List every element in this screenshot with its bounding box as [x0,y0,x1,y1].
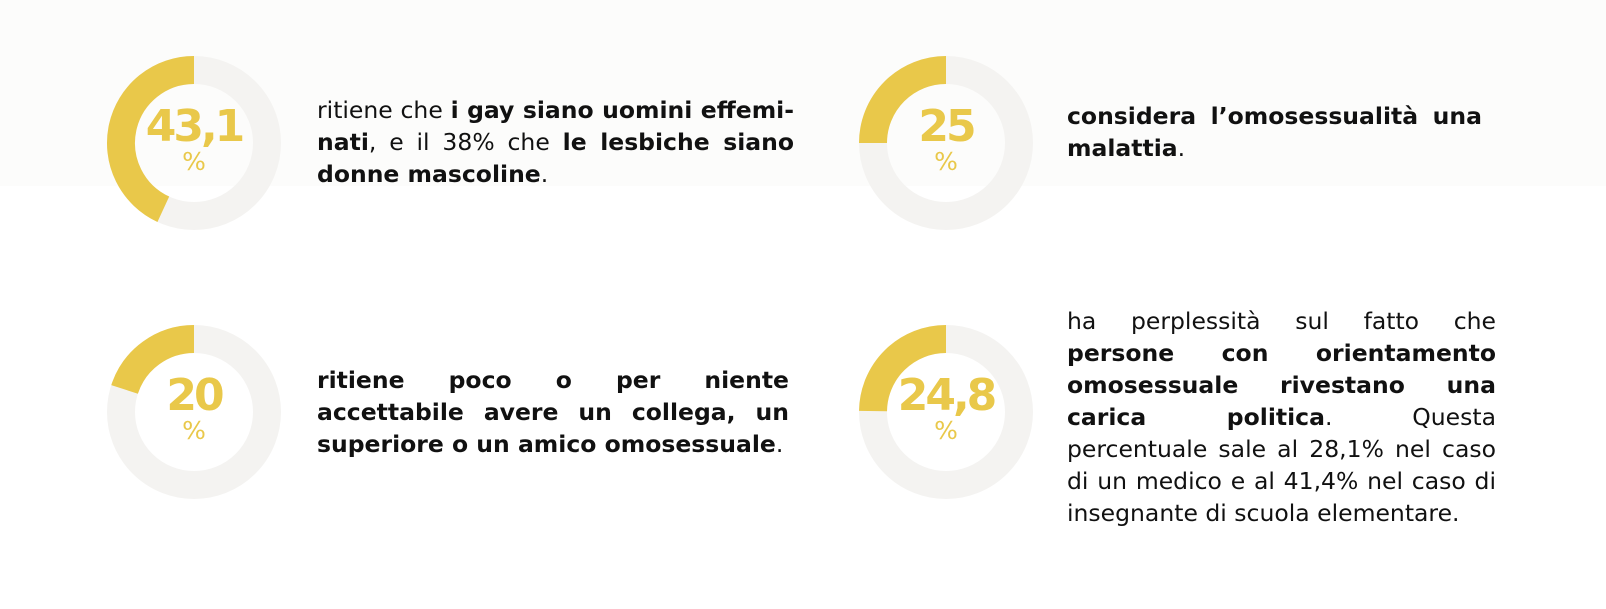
donut-svg-3 [107,325,281,499]
donut-arc-3 [111,325,195,395]
description-segment: persone con orientamento omosessuale riv… [1067,339,1496,431]
stat-value-1: 43,1 [145,101,246,152]
description-segment: ha perplessità sul fatto che [1067,307,1496,335]
description-segment: i gay siano uomini effemi-nati [317,96,794,156]
description-segment: . [1177,134,1186,162]
description-segment: le lesbiche siano donne mascoline [317,128,794,188]
description-segment: . [540,160,549,188]
description-segment: considera l’omosessualità una malattia [1067,102,1482,162]
donut-arc-2 [859,56,947,144]
donut-arc-4 [859,325,947,412]
donut-arc-1 [107,56,195,222]
stat-value-3: 20 [166,370,224,421]
description-segment: . [775,430,784,458]
description-segment: ritiene poco o per niente accettabile av… [317,366,789,458]
stat-description-2: considera l’omosessualità una malattia. [1067,100,1482,164]
donut-svg-2 [859,56,1033,230]
donut-chart-1: 43,1 % [104,53,284,233]
donut-chart-4: 24,8 % [856,322,1036,502]
donut-svg-1 [107,56,281,230]
stat-value-2: 25 [918,101,976,152]
description-segment: , e il 38% che [368,128,563,156]
donut-chart-2: 25 % [856,53,1036,233]
stat-description-3: ritiene poco o per niente accettabile av… [317,364,789,460]
description-segment: . Questa percentuale sale al 28,1% nel c… [1067,403,1496,527]
donut-chart-3: 20 % [104,322,284,502]
stat-unit-4: % [934,416,958,445]
stat-description-4: ha perplessità sul fatto che persone con… [1067,305,1496,529]
stat-unit-1: % [182,147,206,176]
stat-description-1: ritiene che i gay siano uomini effemi-na… [317,94,794,190]
stat-unit-3: % [182,416,206,445]
stat-value-4: 24,8 [897,370,998,421]
stat-unit-2: % [934,147,958,176]
donut-svg-4 [859,325,1033,499]
description-segment: ritiene che [317,96,451,124]
